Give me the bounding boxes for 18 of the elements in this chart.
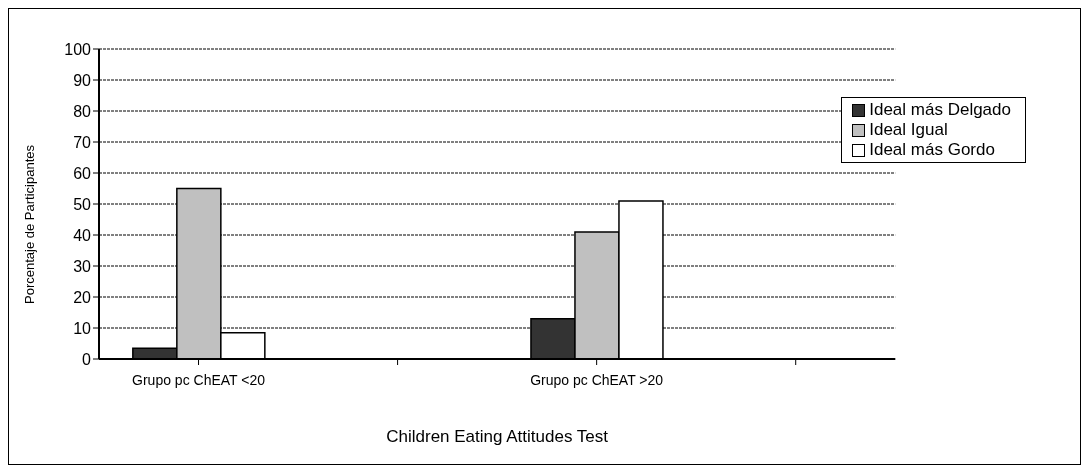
y-tick-label: 90: [73, 71, 92, 89]
legend-label: Ideal Igual: [869, 120, 948, 140]
y-tick-label: 50: [73, 195, 92, 213]
y-tick-label: 20: [73, 288, 92, 306]
y-tick-label: 10: [73, 319, 92, 337]
y-tick-label: 30: [73, 257, 92, 275]
y-tick-label: 60: [73, 164, 92, 182]
y-tick-label: 100: [64, 40, 92, 58]
x-tick-label: Grupo pc ChEAT >20: [530, 371, 664, 388]
y-tick-label: 70: [73, 133, 92, 151]
legend-label: Ideal más Delgado: [869, 100, 1011, 120]
y-axis-title: Porcentaje de Participantes: [21, 144, 37, 304]
x-tick-label: Grupo pc ChEAT <20: [132, 371, 266, 388]
y-tick-label: 80: [73, 102, 92, 120]
y-tick-label: 40: [73, 226, 92, 244]
y-tick-label: 0: [82, 350, 92, 368]
legend-label: Ideal más Gordo: [869, 140, 995, 160]
x-axis-title: Children Eating Attitudes Test: [386, 427, 609, 446]
